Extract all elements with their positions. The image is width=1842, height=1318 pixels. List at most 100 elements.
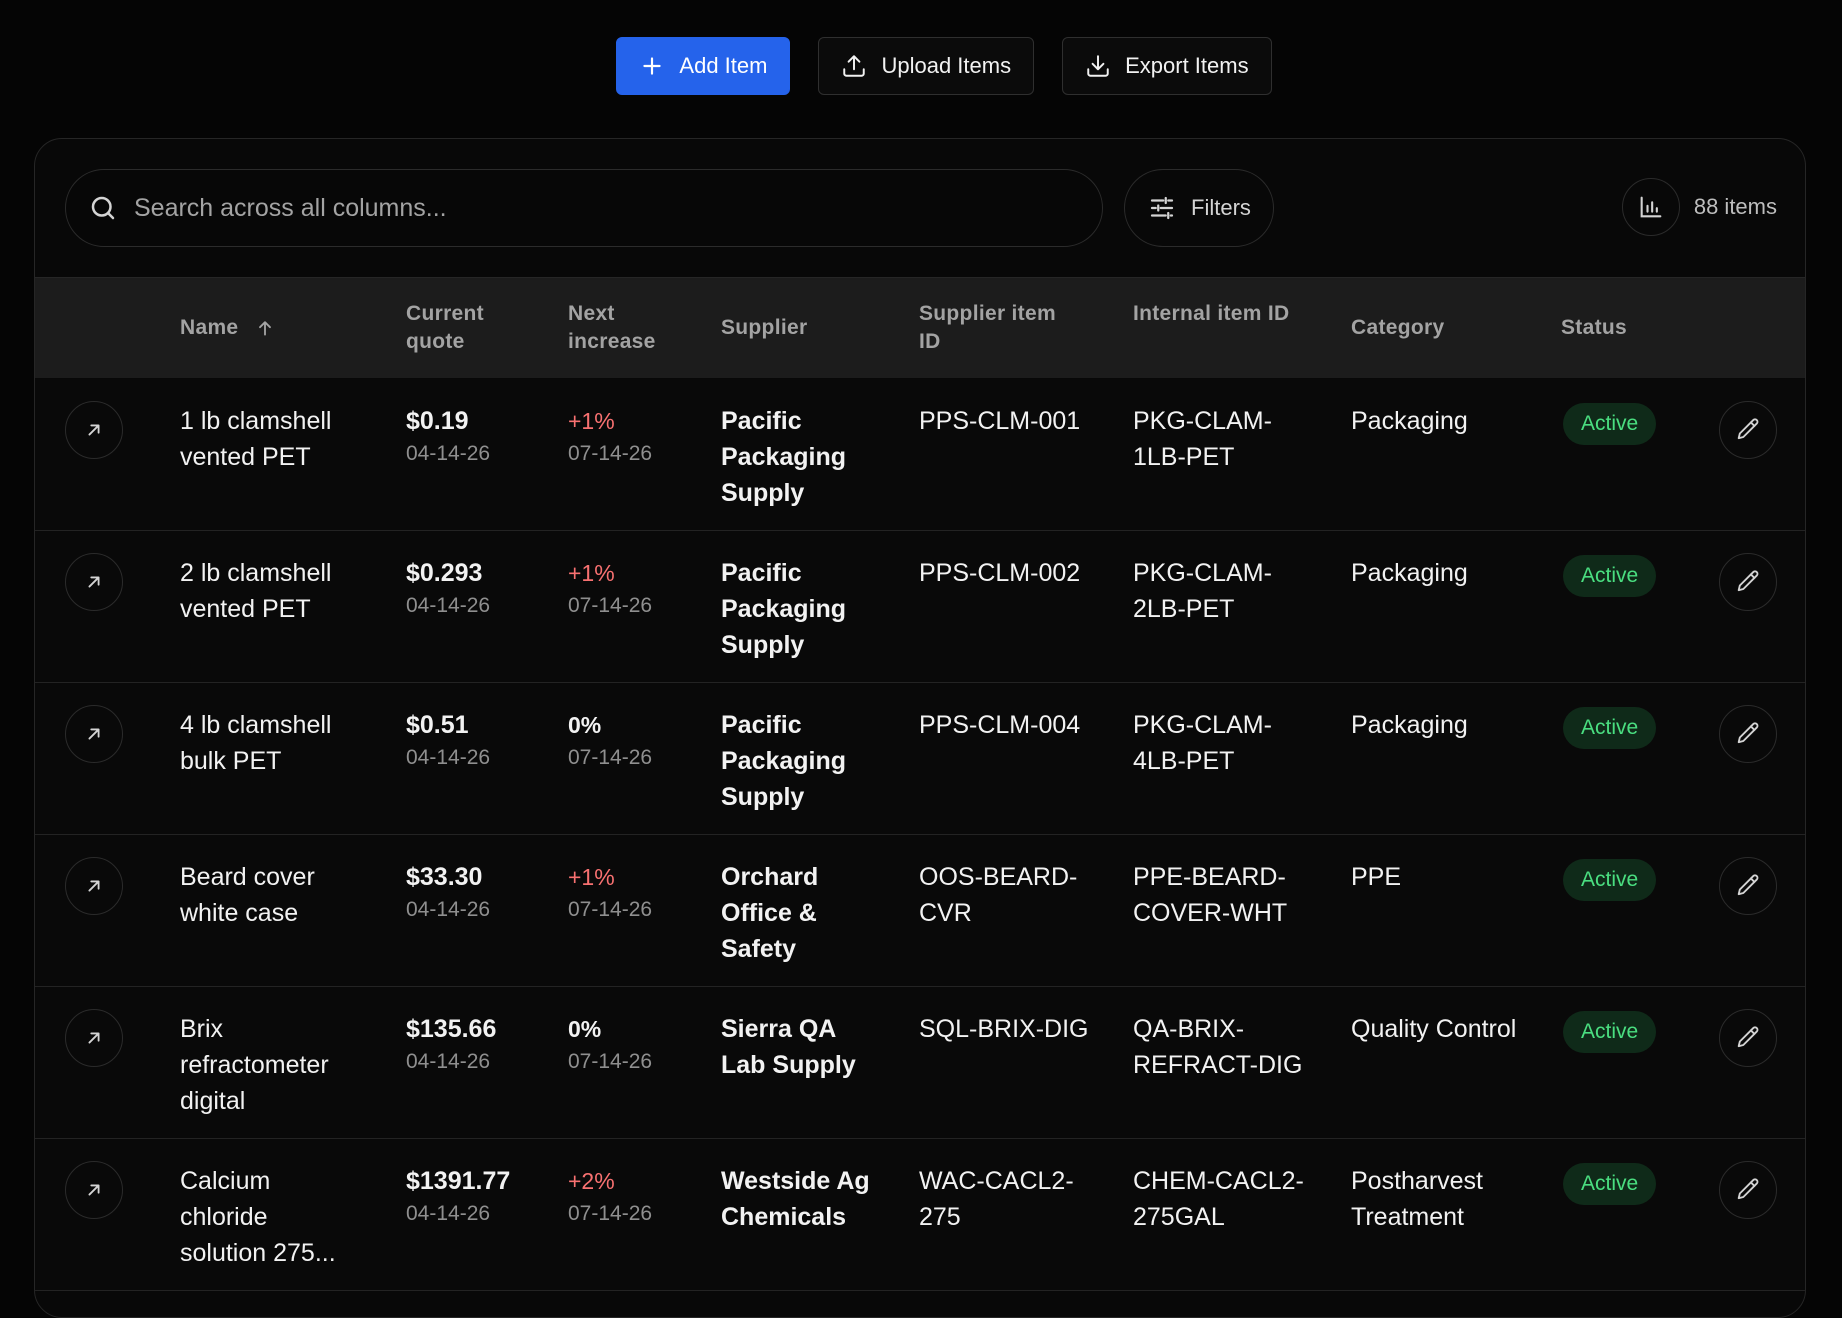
download-icon: [1087, 55, 1109, 77]
internal-item-id-cell: CHEM-​CACL2-​275GAL: [1133, 1167, 1304, 1231]
next-increase-date: 07-14-26: [568, 442, 653, 465]
next-increase-date: 07-14-26: [568, 594, 653, 617]
next-increase-value: +1%: [568, 560, 615, 586]
edit-item-button[interactable]: [1719, 1009, 1777, 1067]
table-row[interactable]: Beard cover white case $33.30 04-14-26 +1% 0…: [35, 835, 1805, 987]
pencil-icon: [1737, 722, 1759, 744]
column-header-supplier[interactable]: Supplier: [721, 316, 808, 339]
next-increase-date: 07-14-26: [568, 746, 653, 769]
next-increase-value: +2%: [568, 1168, 615, 1194]
category-cell: Packaging: [1351, 711, 1468, 739]
current-quote-cell: $33.30 04-14-26: [406, 859, 546, 925]
add-item-label: Add Item: [679, 53, 768, 78]
internal-item-id-cell: QA-​BRIX-​REFRACT-​DIG: [1133, 1015, 1303, 1079]
edit-item-button[interactable]: [1719, 857, 1777, 915]
status-badge: Active: [1563, 403, 1657, 445]
open-item-button[interactable]: [65, 705, 123, 763]
edit-item-button[interactable]: [1719, 705, 1777, 763]
supplier-item-id-cell: PPS-​CLM-​002: [919, 559, 1081, 587]
column-header-category[interactable]: Category: [1351, 316, 1445, 339]
current-quote-value: $1391.77: [406, 1167, 511, 1195]
next-increase-cell: +1% 07-14-26: [568, 403, 698, 469]
filters-button[interactable]: Filters: [1124, 169, 1274, 247]
next-increase-date: 07-14-26: [568, 1202, 653, 1225]
item-name: Calcium chloride solution 275...: [180, 1167, 336, 1267]
bar-chart-icon: [1640, 196, 1662, 218]
column-header-next-increase[interactable]: Next increase: [568, 302, 656, 353]
add-item-button[interactable]: Add Item: [616, 37, 791, 95]
pencil-icon: [1737, 418, 1759, 440]
column-header-name-label: Name: [180, 316, 239, 339]
supplier-item-id-cell: SQL-​BRIX-​DIG: [919, 1015, 1089, 1043]
next-increase-cell: +1% 07-14-26: [568, 859, 698, 925]
supplier-cell: Pacific Packaging Supply: [721, 407, 847, 507]
current-quote-cell: $0.51 04-14-26: [406, 707, 546, 773]
next-increase-cell: +1% 07-14-26: [568, 555, 698, 621]
category-cell: Postharvest Treatment: [1351, 1167, 1484, 1231]
upload-items-button[interactable]: Upload Items: [818, 37, 1035, 95]
arrow-up-right-icon: [88, 576, 100, 588]
open-item-button[interactable]: [65, 1009, 123, 1067]
edit-item-button[interactable]: [1719, 553, 1777, 611]
table-row[interactable]: Calcium chloride solution 275... $1391.77…: [35, 1139, 1805, 1291]
search-icon: [91, 196, 115, 220]
current-quote-date: 04-14-26: [406, 442, 491, 465]
current-quote-value: $0.293: [406, 559, 483, 587]
column-header-supplier-item-id[interactable]: Supplier item ID: [919, 302, 1056, 353]
supplier-item-id-cell: WAC-​CACL2-​275: [919, 1167, 1074, 1231]
current-quote-date: 04-14-26: [406, 898, 491, 921]
item-name: 2 lb clamshell vented PET: [180, 559, 332, 623]
column-header-internal-item-id[interactable]: Internal item ID: [1133, 302, 1290, 325]
next-increase-date: 07-14-26: [568, 1050, 653, 1073]
pencil-icon: [1737, 874, 1759, 896]
search-input[interactable]: [134, 193, 1034, 223]
upload-icon: [843, 55, 866, 77]
internal-item-id-cell: PKG-​CLAM-​4LB-​PET: [1133, 711, 1272, 775]
internal-item-id-cell: PKG-​CLAM-​2LB-​PET: [1133, 559, 1272, 623]
column-header-current-quote[interactable]: Current quote: [406, 302, 484, 353]
open-item-button[interactable]: [65, 401, 123, 459]
current-quote-cell: $0.293 04-14-26: [406, 555, 546, 621]
table-row[interactable]: 2 lb clamshell vented PET $0.293 04-14-26 +…: [35, 531, 1805, 683]
search-bar[interactable]: [65, 169, 1103, 247]
category-cell: PPE: [1351, 863, 1402, 891]
current-quote-date: 04-14-26: [406, 1050, 491, 1073]
arrow-up-right-icon: [88, 424, 100, 436]
current-quote-value: $135.66: [406, 1015, 497, 1043]
internal-item-id-cell: PKG-​CLAM-​1LB-​PET: [1133, 407, 1272, 471]
column-header-name[interactable]: Name: [180, 314, 275, 342]
supplier-cell: Pacific Packaging Supply: [721, 559, 847, 659]
status-badge: Active: [1563, 707, 1657, 749]
next-increase-cell: 0% 07-14-26: [568, 707, 698, 773]
export-items-button[interactable]: Export Items: [1062, 37, 1272, 95]
arrow-up-right-icon: [88, 728, 100, 740]
chart-toggle-button[interactable]: [1621, 178, 1680, 236]
open-item-button[interactable]: [65, 553, 123, 611]
next-increase-value: 0%: [568, 712, 602, 738]
current-quote-value: $0.19: [406, 407, 469, 435]
edit-item-button[interactable]: [1719, 401, 1777, 459]
pencil-icon: [1737, 1026, 1759, 1048]
upload-items-label: Upload Items: [881, 53, 1012, 78]
status-badge: Active: [1563, 555, 1657, 597]
item-name: Beard cover white case: [180, 863, 315, 927]
table-row[interactable]: 1 lb clamshell vented PET $0.19 04-14-26 +1…: [35, 379, 1805, 531]
pencil-icon: [1737, 1178, 1759, 1200]
arrow-up-right-icon: [88, 1032, 100, 1044]
supplier-cell: Sierra QA Lab Supply: [721, 1015, 856, 1079]
pencil-icon: [1737, 570, 1759, 592]
current-quote-date: 04-14-26: [406, 594, 491, 617]
item-count: 88 items: [1621, 178, 1777, 236]
category-cell: Packaging: [1351, 407, 1468, 435]
item-name: 4 lb clamshell bulk PET: [180, 711, 332, 775]
current-quote-date: 04-14-26: [406, 746, 491, 769]
supplier-item-id-cell: OOS-​BEARD-​CVR: [919, 863, 1078, 927]
table-row[interactable]: Brix refractometer digital $135.66 04-14-2…: [35, 987, 1805, 1139]
edit-item-button[interactable]: [1719, 1161, 1777, 1219]
column-header-status[interactable]: Status: [1561, 316, 1627, 339]
table-row[interactable]: 4 lb clamshell bulk PET $0.51 04-14-26 0% 07…: [35, 683, 1805, 835]
supplier-cell: Westside Ag Chemicals: [721, 1167, 870, 1231]
open-item-button[interactable]: [65, 857, 123, 915]
current-quote-value: $33.30: [406, 863, 483, 891]
open-item-button[interactable]: [65, 1161, 123, 1219]
